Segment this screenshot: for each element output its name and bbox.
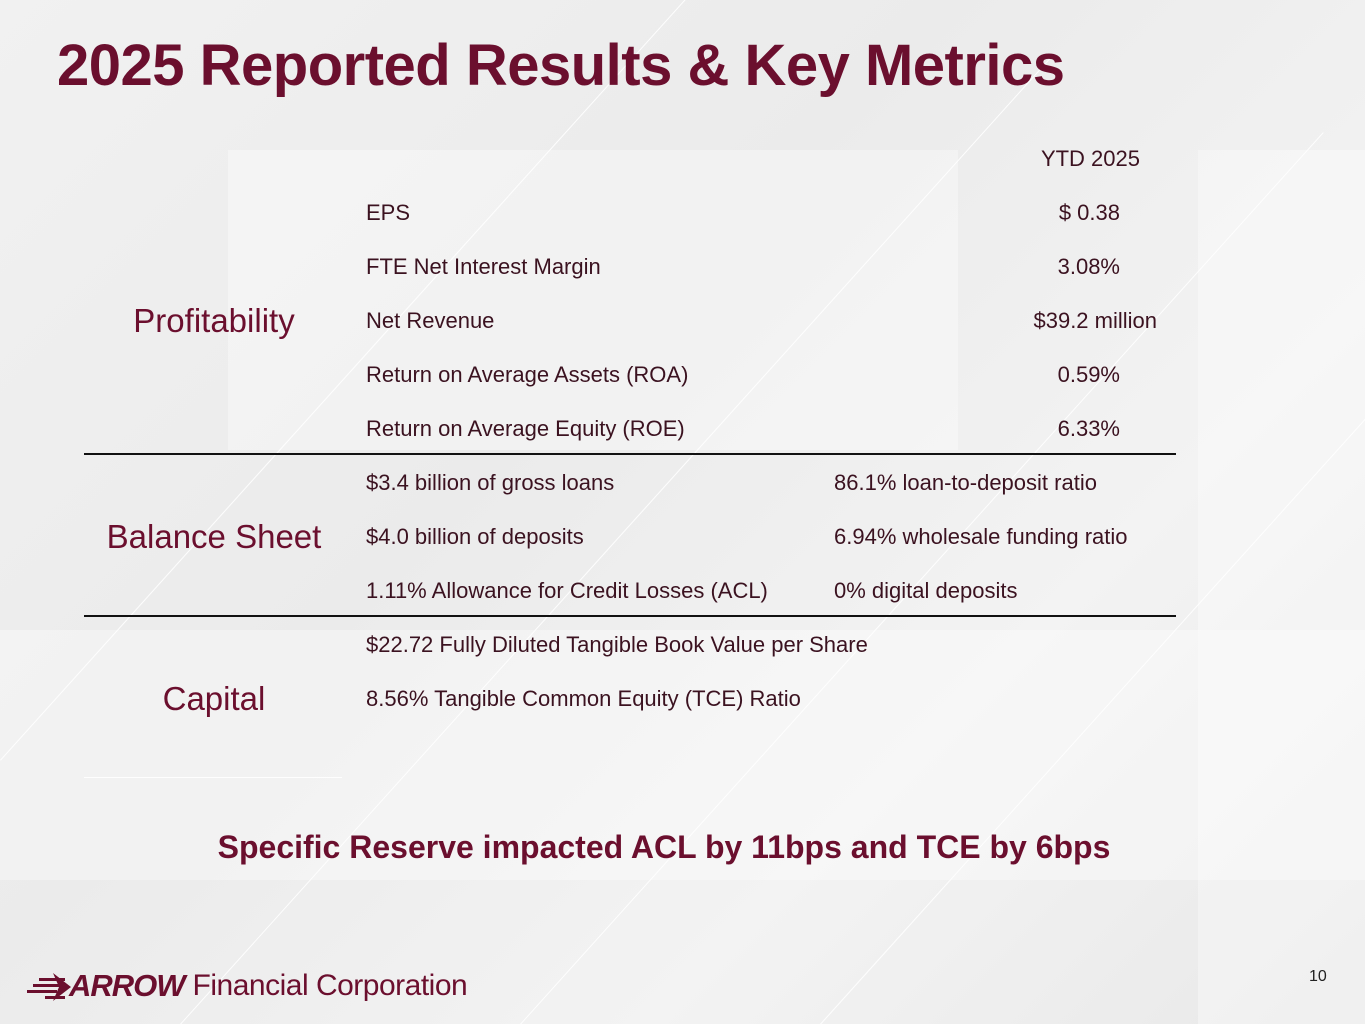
- company-logo: ARROW Financial Corporation: [27, 968, 468, 1004]
- page-number: 10: [1309, 968, 1327, 985]
- logo-subtitle: Financial Corporation: [192, 969, 468, 1002]
- metric-label: Return on Average Assets (ROA): [366, 362, 689, 387]
- arrow-logo-icon: [27, 971, 71, 1001]
- section-label-profitability: Profitability: [133, 302, 295, 339]
- page-title: 2025 Reported Results & Key Metrics: [57, 33, 1065, 98]
- section-label-balance-sheet: Balance Sheet: [106, 518, 322, 555]
- metric-value: 0.59%: [1057, 362, 1120, 387]
- section-divider: [84, 777, 342, 778]
- balance-item: $4.0 billion of deposits: [366, 524, 584, 549]
- metric-value: $ 0.38: [1058, 200, 1120, 225]
- capital-item: $22.72 Fully Diluted Tangible Book Value…: [366, 632, 868, 657]
- column-header: YTD 2025: [1040, 146, 1140, 171]
- balance-item: 1.11% Allowance for Credit Losses (ACL): [366, 578, 768, 603]
- metric-value: $39.2 million: [1033, 308, 1157, 333]
- metric-value: 3.08%: [1057, 254, 1120, 279]
- capital-item: 8.56% Tangible Common Equity (TCE) Ratio: [366, 686, 801, 711]
- balance-ratio: 6.94% wholesale funding ratio: [834, 524, 1128, 549]
- section-divider: [84, 453, 1176, 455]
- section-label-capital: Capital: [162, 680, 266, 717]
- logo-wordmark: ARROW: [69, 968, 186, 1003]
- metric-label: Net Revenue: [366, 308, 495, 333]
- metric-label: EPS: [366, 200, 411, 225]
- metric-label: Return on Average Equity (ROE): [366, 416, 685, 441]
- balance-ratio: 0% digital deposits: [834, 578, 1018, 603]
- footnote: Specific Reserve impacted ACL by 11bps a…: [217, 829, 1111, 865]
- balance-item: $3.4 billion of gross loans: [366, 470, 615, 495]
- metric-value: 6.33%: [1057, 416, 1120, 441]
- section-divider: [84, 615, 1176, 617]
- metric-label: FTE Net Interest Margin: [366, 254, 601, 279]
- balance-ratio: 86.1% loan-to-deposit ratio: [834, 470, 1097, 495]
